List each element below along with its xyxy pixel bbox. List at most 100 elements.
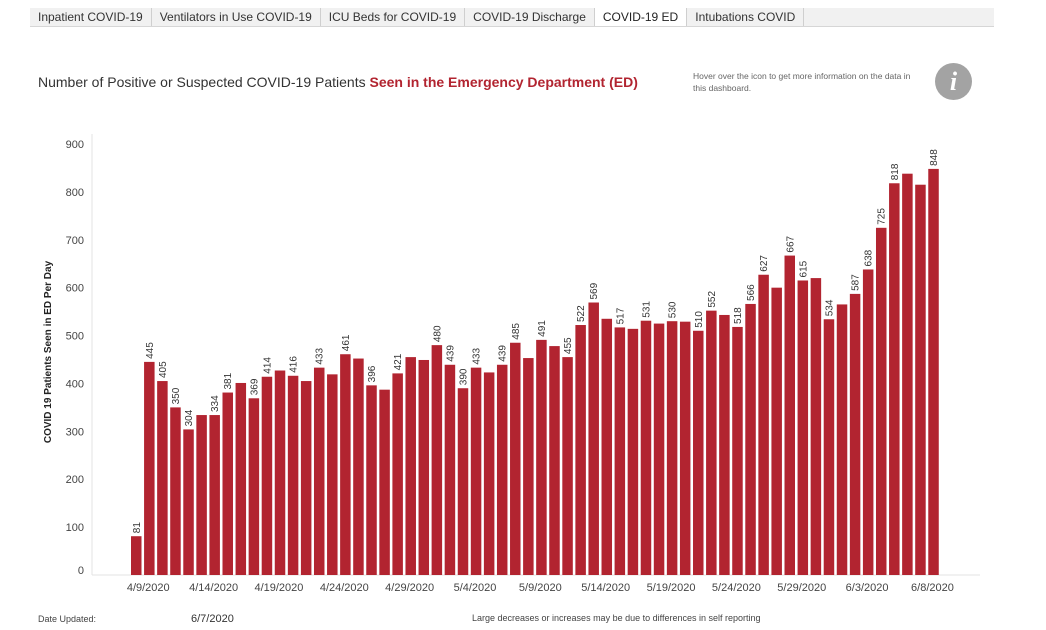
bar: [758, 274, 769, 575]
y-tick-label: 900: [66, 139, 84, 151]
y-tick-label: 800: [66, 187, 84, 199]
data-label: 627: [759, 255, 770, 272]
bar: [209, 415, 220, 575]
bar: [588, 302, 599, 575]
tab-icu-beds[interactable]: ICU Beds for COVID-19: [321, 8, 466, 26]
data-label: 369: [249, 378, 260, 395]
data-label: 461: [341, 334, 352, 351]
data-label: 81: [132, 522, 143, 534]
data-label: 530: [668, 301, 679, 318]
data-label: 390: [459, 368, 470, 385]
bar: [745, 303, 756, 575]
x-tick-label: 5/4/2020: [454, 582, 497, 594]
bar: [797, 280, 809, 575]
bar: [405, 357, 416, 575]
data-label: 381: [223, 372, 234, 389]
bar: [235, 382, 247, 575]
y-tick-label: 200: [66, 474, 84, 486]
tab-intubations-covid[interactable]: Intubations COVID: [687, 8, 805, 26]
bar: [719, 314, 730, 575]
bar: [889, 183, 900, 575]
data-label: 531: [641, 301, 652, 318]
bar: [366, 385, 377, 575]
bar: [470, 367, 482, 575]
bar: [483, 372, 495, 575]
bar: [679, 321, 691, 575]
x-tick-label: 4/24/2020: [320, 582, 369, 594]
data-label: 405: [158, 361, 169, 378]
bar: [601, 318, 613, 575]
bar: [157, 381, 168, 575]
data-label: 569: [589, 282, 600, 299]
data-label: 439: [445, 345, 456, 362]
tab-covid-ed[interactable]: COVID-19 ED: [594, 8, 688, 26]
tab-ventilators-in-use[interactable]: Ventilators in Use COVID-19: [152, 8, 321, 26]
tab-inpatient-covid[interactable]: Inpatient COVID-19: [30, 8, 152, 26]
x-tick-labels: 4/9/2020 4/14/2020 4/19/2020 4/24/2020 4/29/…: [127, 582, 954, 594]
data-label: 534: [824, 299, 835, 316]
bar: [784, 255, 795, 575]
data-label: 667: [785, 235, 796, 252]
bar: [274, 370, 286, 575]
bar: [666, 321, 678, 575]
bar: [915, 184, 926, 575]
self-reporting-note: Large decreases or increases may be due …: [472, 613, 761, 623]
bar: [392, 373, 403, 575]
x-tick-label: 4/9/2020: [127, 582, 170, 594]
data-label: 638: [864, 249, 875, 266]
bar: [523, 358, 534, 575]
y-tick-label: 100: [66, 522, 84, 534]
bar: [379, 389, 390, 575]
bar: [248, 398, 260, 575]
chart-title: Number of Positive or Suspected COVID-19…: [38, 74, 638, 90]
bar: [327, 374, 338, 575]
y-tick-label: 0: [78, 565, 84, 577]
x-tick-label: 5/29/2020: [777, 582, 826, 594]
bar: [144, 361, 155, 575]
x-tick-label: 4/19/2020: [254, 582, 303, 594]
x-tick-label: 4/29/2020: [385, 582, 434, 594]
bar: [902, 173, 913, 575]
data-label: 433: [472, 348, 483, 365]
x-tick-label: 5/24/2020: [712, 582, 761, 594]
tab-covid-discharge[interactable]: COVID-19 Discharge: [465, 8, 595, 26]
dashboard-tab-bar: Inpatient COVID-19 Ventilators in Use CO…: [30, 8, 994, 27]
data-label: 615: [798, 260, 809, 277]
bar: [653, 323, 665, 575]
x-tick-label: 6/8/2020: [911, 582, 954, 594]
y-tick-labels: 0 100 200 300 400 500 600 700 800 900: [66, 139, 84, 577]
x-tick-label: 5/9/2020: [519, 582, 562, 594]
data-label: 725: [877, 208, 888, 225]
bars: [131, 168, 939, 575]
bar: [183, 429, 194, 575]
bar: [536, 339, 547, 575]
bar: [836, 304, 848, 575]
bar: [131, 536, 142, 575]
data-label: 510: [694, 311, 705, 328]
bar: [431, 345, 443, 575]
bar: [510, 342, 521, 575]
bar: [496, 364, 508, 575]
y-tick-label: 500: [66, 331, 84, 343]
bar: [627, 328, 639, 575]
y-tick-label: 400: [66, 378, 84, 390]
info-icon[interactable]: i: [935, 63, 972, 100]
data-label: 587: [851, 274, 862, 291]
y-tick-label: 300: [66, 426, 84, 438]
bar: [575, 325, 586, 575]
bar: [444, 364, 456, 575]
data-label: 485: [511, 323, 522, 340]
bar: [693, 330, 704, 575]
data-label: 566: [746, 284, 757, 301]
bar: [457, 388, 469, 575]
x-tick-label: 5/19/2020: [647, 582, 696, 594]
date-updated-value: 6/7/2020: [191, 613, 234, 625]
bar: [170, 407, 181, 575]
data-label: 421: [393, 353, 404, 370]
y-tick-label: 600: [66, 283, 84, 295]
bar: [300, 381, 312, 575]
data-label: 552: [707, 291, 718, 308]
bar: [706, 310, 717, 575]
data-label: 522: [576, 305, 587, 322]
